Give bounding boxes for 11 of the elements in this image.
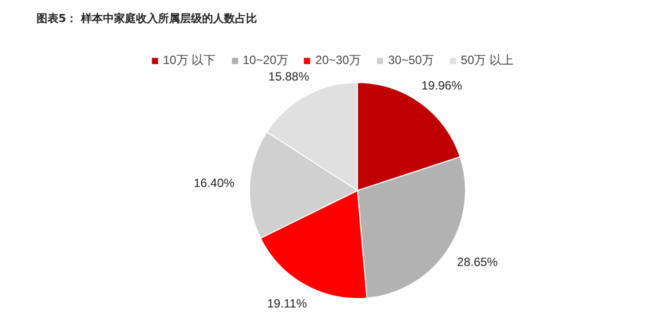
legend-label: 10~20万 xyxy=(242,52,288,69)
data-label: 16.40% xyxy=(194,176,235,190)
data-label: 19.11% xyxy=(267,296,308,310)
legend-label: 10万 以下 xyxy=(163,52,216,69)
data-label: 15.88% xyxy=(268,70,310,84)
data-label: 28.65% xyxy=(457,254,498,269)
legend-label: 50万 以上 xyxy=(460,52,514,69)
legend-label: 20~30万 xyxy=(315,52,362,69)
chart-title: 图表5： 样本中家庭收入所属层级的人数占比 xyxy=(36,12,257,25)
legend-label: 30~50万 xyxy=(388,52,434,69)
data-label: 19.96% xyxy=(421,78,462,93)
